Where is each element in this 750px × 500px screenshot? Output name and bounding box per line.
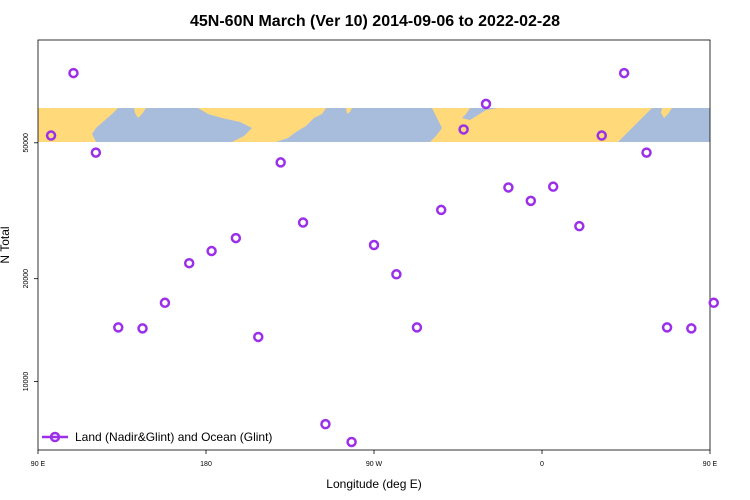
land-shape <box>346 108 352 114</box>
y-axis: 10000 20000 50000 <box>23 133 38 391</box>
x-tick-label: 180 <box>200 461 212 468</box>
data-point <box>596 130 607 141</box>
x-tick-label: 90 E <box>31 461 46 468</box>
data-point <box>641 147 652 158</box>
scatter-points <box>45 67 719 448</box>
land-shape <box>38 108 118 142</box>
land-shape <box>134 108 146 118</box>
data-point <box>411 322 423 333</box>
data-point <box>503 182 514 193</box>
data-point <box>391 269 402 280</box>
data-point <box>458 124 469 135</box>
land-shape <box>661 108 672 118</box>
x-tick-label: 90 E <box>703 461 718 468</box>
legend: Land (Nadir&Glint) and Ocean (Glint) <box>42 430 272 444</box>
data-point <box>90 147 102 158</box>
data-point <box>525 195 537 207</box>
data-point <box>113 322 124 333</box>
data-point <box>661 322 673 333</box>
y-axis-label: N Total <box>0 226 12 263</box>
data-point <box>686 323 697 334</box>
y-tick-label: 50000 <box>23 133 30 153</box>
data-point <box>159 297 171 309</box>
data-point <box>68 67 79 79</box>
land-shape <box>480 136 492 142</box>
data-point <box>574 220 585 232</box>
data-point <box>230 232 242 244</box>
data-point <box>320 418 331 430</box>
land-shape <box>430 108 652 142</box>
y-tick-label: 20000 <box>23 269 30 289</box>
data-point <box>253 331 264 343</box>
data-point <box>435 204 447 216</box>
data-point <box>275 157 286 168</box>
data-point <box>137 323 148 334</box>
y-tick-label: 10000 <box>23 372 30 392</box>
chart-title: 45N-60N March (Ver 10) 2014-09-06 to 202… <box>190 13 560 30</box>
land-shape <box>198 108 326 142</box>
data-point <box>708 297 719 309</box>
data-point <box>368 239 380 251</box>
x-tick-label: 90 W <box>366 461 383 468</box>
data-point <box>480 98 492 110</box>
plot-frame <box>37 39 711 451</box>
x-tick-label: 0 <box>540 461 544 468</box>
data-point <box>297 217 309 228</box>
data-point <box>618 67 630 79</box>
data-point <box>346 436 357 448</box>
x-axis-label: Longitude (deg E) <box>326 477 421 491</box>
data-point <box>183 257 195 269</box>
data-point <box>547 181 559 192</box>
legend-marker <box>49 431 61 443</box>
map-band <box>38 108 710 142</box>
data-point <box>206 245 217 257</box>
legend-label: Land (Nadir&Glint) and Ocean (Glint) <box>75 430 272 444</box>
data-point <box>45 130 57 141</box>
